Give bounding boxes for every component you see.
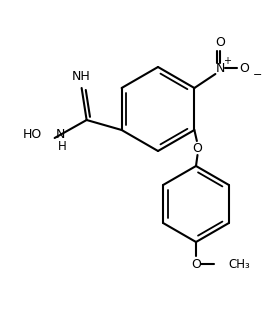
Text: H: H xyxy=(58,140,66,154)
Text: O: O xyxy=(215,35,225,48)
Text: O: O xyxy=(239,62,249,74)
Text: +: + xyxy=(223,56,231,66)
Text: N: N xyxy=(56,128,65,142)
Text: NH: NH xyxy=(71,71,90,84)
Text: O: O xyxy=(191,257,201,270)
Text: O: O xyxy=(192,142,202,154)
Text: N: N xyxy=(216,62,225,74)
Text: −: − xyxy=(252,70,262,80)
Text: HO: HO xyxy=(22,128,42,142)
Text: CH₃: CH₃ xyxy=(228,257,250,270)
